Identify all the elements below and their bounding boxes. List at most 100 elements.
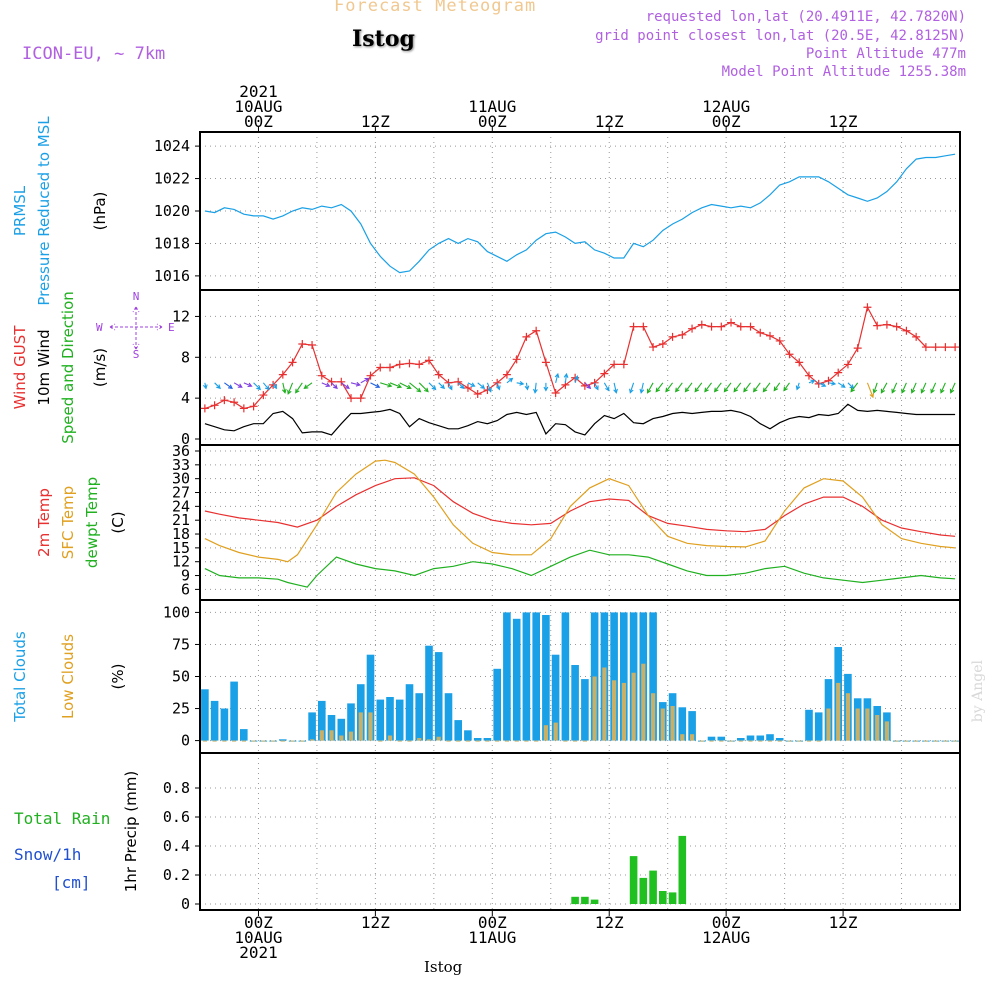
model-label: ICON-EU, ~ 7km	[22, 44, 166, 64]
wind-series-0	[204, 305, 956, 410]
y-tick-label: 0.2	[163, 866, 190, 884]
y-tick-label: 8	[181, 348, 190, 366]
wind-vector	[675, 382, 683, 393]
wind-vector	[818, 382, 827, 387]
clouds-bar	[766, 734, 774, 741]
clouds-bar	[943, 740, 948, 742]
temperature-frame	[199, 444, 961, 601]
gust-marker	[337, 377, 346, 386]
clouds-bar	[504, 740, 509, 742]
compass-south: S	[133, 348, 140, 361]
clouds-bar	[436, 736, 441, 741]
gust-marker	[366, 371, 375, 380]
wind-vector	[949, 382, 956, 394]
gust-marker	[775, 336, 784, 345]
precipitation-bar	[649, 870, 657, 904]
gust-marker	[863, 303, 872, 312]
clouds-bar	[347, 703, 355, 741]
clouds-bar	[690, 734, 695, 741]
point-altitude: Point Altitude 477m	[805, 46, 966, 62]
gust-marker	[395, 360, 404, 369]
clouds-bar	[220, 708, 229, 741]
clouds-bar	[201, 689, 209, 741]
gust-marker	[610, 360, 619, 369]
clouds-bar	[417, 738, 422, 741]
wind-vector	[295, 382, 303, 394]
gust-marker	[892, 322, 901, 331]
gust-marker	[941, 343, 950, 352]
wind-vector	[399, 382, 412, 390]
clouds-bar	[456, 740, 461, 742]
clouds-bar	[251, 740, 256, 742]
gust-marker	[454, 377, 463, 386]
clouds-bar	[641, 663, 646, 741]
clouds-bar	[826, 708, 831, 741]
clouds-bar	[621, 682, 626, 741]
clouds-bar	[680, 734, 685, 741]
y-tick-label: 30	[172, 470, 190, 488]
clouds-bar	[532, 612, 540, 741]
y-tick-label: 1016	[154, 267, 190, 285]
clouds-bar	[386, 697, 394, 741]
y-tick-label: 15	[172, 539, 190, 557]
clouds-bar	[777, 740, 782, 742]
wind-vector	[389, 382, 403, 389]
gust-marker	[629, 322, 638, 331]
gust-marker	[200, 404, 209, 413]
clouds-bar	[366, 654, 375, 741]
wind-vector	[287, 382, 294, 395]
clouds-bar	[573, 740, 578, 742]
wind-vector	[467, 382, 476, 387]
temperature-axis-label: SFC Temp	[59, 486, 77, 559]
wind-vector	[253, 382, 262, 391]
clouds-bar	[329, 730, 334, 741]
gust-marker	[688, 324, 697, 333]
gust-marker	[386, 363, 394, 372]
clouds-bar	[787, 740, 792, 742]
clouds-bar	[210, 700, 219, 741]
forecast-title: Forecast Meteogram	[334, 0, 537, 16]
wind-vector	[331, 382, 338, 390]
clouds-bar	[473, 738, 482, 741]
wind-vector	[457, 382, 465, 390]
wind-vector	[808, 379, 816, 385]
precipitation-bar	[590, 899, 599, 904]
wind-vector	[447, 382, 453, 391]
bottom-time-label: 12AUG	[702, 928, 750, 947]
wind-axis-label: Speed and Direction	[59, 291, 77, 444]
clouds-bar	[845, 693, 851, 741]
gust-marker	[415, 360, 424, 369]
gust-marker	[405, 359, 414, 368]
wind-vector	[224, 382, 233, 389]
y-tick-label: 0	[181, 430, 190, 448]
gust-marker	[931, 343, 940, 352]
clouds-bar	[775, 738, 784, 741]
precipitation-bar	[629, 856, 638, 904]
clouds-bar	[202, 740, 207, 742]
gust-marker	[512, 355, 521, 364]
gust-marker	[727, 318, 736, 327]
wind-vector	[694, 382, 703, 393]
wind-vector	[563, 372, 569, 383]
clouds-bar	[678, 707, 687, 741]
wind-vector	[428, 382, 437, 391]
clouds-bar	[553, 722, 558, 741]
bottom-time-label: 2021	[239, 943, 278, 962]
top-time-label: 11AUG	[468, 97, 516, 116]
clouds-bar	[407, 740, 412, 742]
clouds-bar	[514, 740, 519, 742]
wind-vector	[486, 382, 492, 393]
wind-vector	[723, 382, 732, 393]
wind-vector	[783, 382, 790, 392]
clouds-bar	[699, 740, 704, 742]
clouds-bar	[232, 740, 237, 742]
temperature-axis-label: dewpt Temp	[83, 477, 101, 568]
clouds-bar	[300, 740, 305, 742]
top-time-label: 00Z	[244, 112, 273, 131]
compass-west: W	[96, 321, 103, 334]
gust-marker	[756, 328, 765, 337]
wind-vector	[655, 382, 664, 393]
wind-vector	[901, 382, 907, 394]
clouds-bar	[756, 735, 765, 741]
gust-marker	[873, 321, 882, 330]
